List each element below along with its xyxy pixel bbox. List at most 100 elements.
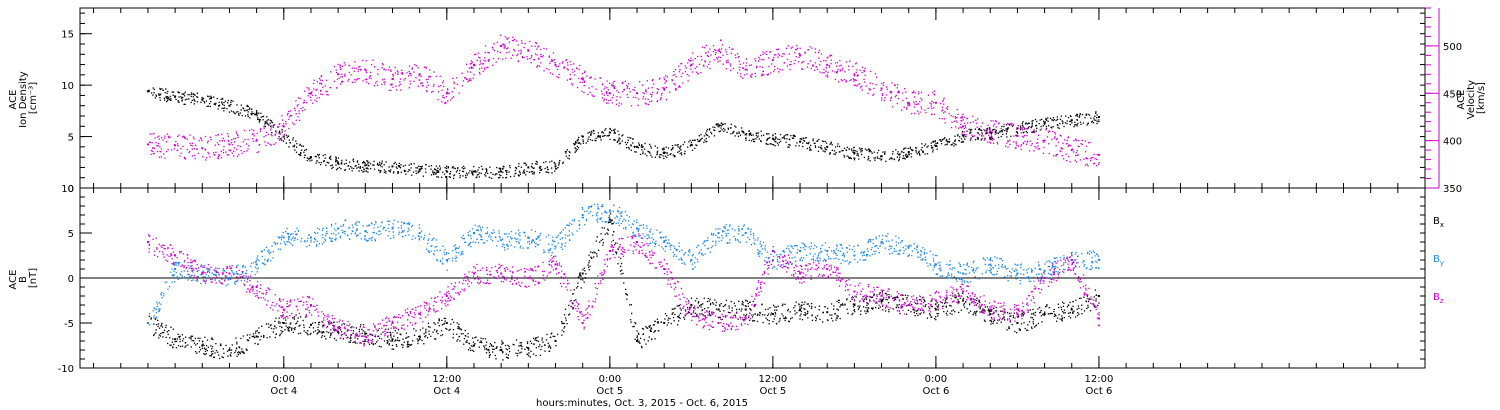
sample-dot [707,51,709,53]
sample-dot [905,97,907,100]
sample-dot [834,313,836,315]
sample-dot [905,147,907,149]
sample-dot [629,137,631,139]
sample-dot [826,57,828,59]
sample-dot [505,353,507,355]
sample-dot [333,329,336,332]
sample-dot [1000,127,1002,130]
sample-dot [747,316,750,319]
sample-dot [409,344,412,346]
sample-dot [562,161,565,163]
sample-dot [678,65,680,67]
sample-dot [746,300,749,302]
sample-dot [377,162,379,165]
sample-dot [318,330,321,332]
sample-dot [773,54,776,56]
sample-dot [897,151,899,153]
sample-dot [359,342,361,344]
data-point [581,78,584,81]
sample-dot [554,170,556,172]
sample-dot [211,97,213,99]
sample-dot [819,147,822,149]
sample-dot [810,67,813,70]
sample-dot [410,73,412,75]
sample-dot [633,89,635,91]
sample-dot [760,54,762,57]
sample-dot [360,68,362,70]
sample-dot [595,140,597,142]
sample-dot [884,153,886,155]
sample-dot [194,157,196,160]
sample-dot [907,156,909,158]
sample-dot [932,149,934,151]
sample-dot [630,304,633,306]
sample-dot [841,150,843,152]
sample-dot [279,122,281,125]
sample-dot [706,140,708,143]
sample-dot [875,84,877,86]
sample-dot [521,55,524,58]
sample-dot [214,352,216,354]
sample-dot [561,329,563,332]
sample-dot [1032,131,1034,133]
sample-dot [642,146,644,148]
sample-dot [1042,125,1044,127]
sample-dot [532,353,535,355]
sample-dot [477,173,480,176]
sample-dot [611,129,613,132]
sample-dot [179,155,181,157]
sample-dot [378,169,380,171]
sample-dot [239,112,242,114]
sample-dot [913,311,915,314]
sample-dot [941,106,944,108]
sample-dot [720,302,722,305]
sample-dot [821,72,823,74]
sample-dot [730,65,732,67]
sample-dot [524,162,527,164]
sample-dot [954,115,957,118]
sample-dot [872,307,874,309]
sample-dot [205,348,207,350]
sample-dot [160,294,163,296]
sample-dot [381,79,384,81]
sample-dot [359,167,361,169]
sample-dot [757,132,760,134]
sample-dot [996,143,999,145]
sample-dot [233,150,235,152]
sample-dot [885,292,887,295]
sample-dot [166,281,168,283]
sample-dot [872,94,874,96]
sample-dot [204,336,206,338]
sample-dot [523,172,526,174]
sample-dot [656,100,658,103]
sample-dot [258,118,260,121]
sample-dot [517,352,519,355]
sample-dot [262,115,264,118]
sample-dot [369,168,372,170]
sample-dot [818,309,820,311]
sample-dot [325,79,328,81]
sample-dot [272,331,274,333]
sample-dot [224,100,227,102]
sample-dot [381,83,383,86]
sample-dot [1027,127,1029,130]
sample-dot [501,342,504,344]
sample-dot [293,123,295,126]
sample-dot [220,157,223,159]
sample-dot [543,161,545,164]
sample-dot [924,305,927,307]
sample-dot [777,67,779,70]
sample-dot [334,160,337,162]
sample-dot [705,134,708,136]
sample-dot [286,114,289,116]
sample-dot [1040,128,1043,130]
sample-dot [1022,121,1024,123]
sample-dot [149,133,151,135]
sample-dot [930,300,932,302]
sample-dot [643,92,646,95]
sample-dot [564,317,567,319]
sample-dot [285,134,288,136]
sample-dot [626,84,628,87]
sample-dot [155,95,158,97]
sample-dot [411,174,413,176]
